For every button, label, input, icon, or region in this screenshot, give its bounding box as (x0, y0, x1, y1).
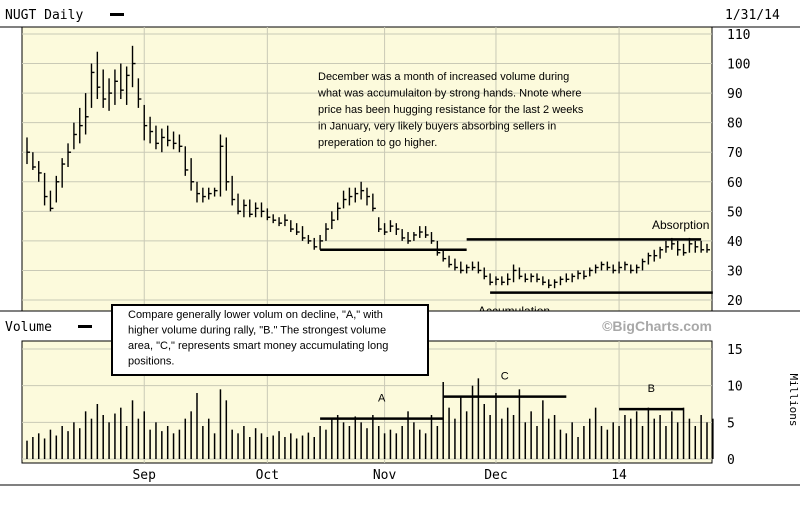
price-legend-swatch (110, 13, 124, 16)
price-y-axis: 20 30 40 50 60 70 80 90 100 110 (727, 28, 750, 309)
note-line: December was a month of increased volume… (318, 71, 569, 83)
volume-legend-swatch (78, 325, 92, 328)
volume-annotation-lines: A C B (320, 371, 684, 420)
price-y-tick-label: 110 (727, 28, 750, 43)
price-grid (22, 27, 712, 311)
note-line: higher volume during rally, "B." The str… (128, 325, 386, 337)
ticker-title: NUGT Daily (5, 8, 83, 23)
price-y-tick-label: 100 (727, 58, 750, 73)
note-line: positions. (128, 356, 174, 368)
bottom-annotation-note: Compare generally lower volum on decline… (111, 304, 429, 376)
price-bars (26, 45, 710, 289)
chart-date: 1/31/14 (725, 8, 780, 23)
note-line: Compare generally lower volum on decline… (128, 309, 383, 321)
bottom-note-text: Compare generally lower volum on decline… (128, 309, 388, 368)
volume-title: Volume (5, 320, 52, 335)
bottom-note-box (111, 304, 429, 376)
price-plot-area (21, 26, 713, 312)
price-annotation-lines (320, 238, 713, 294)
top-annotation-note: December was a month of increased volume… (317, 71, 584, 149)
x-axis: Sep Oct Nov Dec 14 (132, 468, 627, 483)
price-y-tick-label: 70 (727, 146, 743, 161)
note-line: area, "C," represents smart money accumu… (128, 340, 388, 352)
note-line: price has been hugging resistance for th… (318, 104, 584, 116)
note-line: what was accumulaiton by strong hands. N… (317, 88, 582, 100)
volume-y-tick-label: 15 (727, 343, 743, 358)
volume-area-label: A (378, 393, 386, 405)
x-tick-label: 14 (611, 468, 627, 483)
volume-area-label: B (648, 383, 655, 395)
price-y-tick-label: 60 (727, 176, 743, 191)
volume-units-label: Millions (787, 374, 800, 427)
price-y-tick-label: 30 (727, 264, 743, 279)
price-y-tick-label: 50 (727, 205, 743, 220)
x-tick-label: Dec (484, 468, 507, 483)
volume-bars (26, 378, 714, 459)
volume-y-tick-label: 5 (727, 416, 735, 431)
price-y-tick-label: 20 (727, 294, 743, 309)
watermark: ©BigCharts.com (602, 318, 712, 334)
x-tick-label: Oct (256, 468, 279, 483)
price-y-tick-label: 80 (727, 117, 743, 132)
volume-area-label: C (501, 371, 509, 383)
volume-y-tick-label: 0 (727, 453, 735, 468)
top-note-text: December was a month of increased volume… (317, 71, 584, 149)
x-tick-label: Sep (132, 468, 156, 483)
note-line: preperation to go higher. (318, 137, 437, 149)
x-tick-label: Nov (373, 468, 397, 483)
volume-y-tick-label: 10 (727, 380, 743, 395)
price-y-tick-label: 90 (727, 87, 743, 102)
absorption-label: Absorption (652, 218, 709, 232)
note-line: in January, very likely buyers absorbing… (318, 121, 556, 133)
volume-y-axis: 0 5 10 15 (727, 343, 743, 468)
price-y-tick-label: 40 (727, 235, 743, 250)
